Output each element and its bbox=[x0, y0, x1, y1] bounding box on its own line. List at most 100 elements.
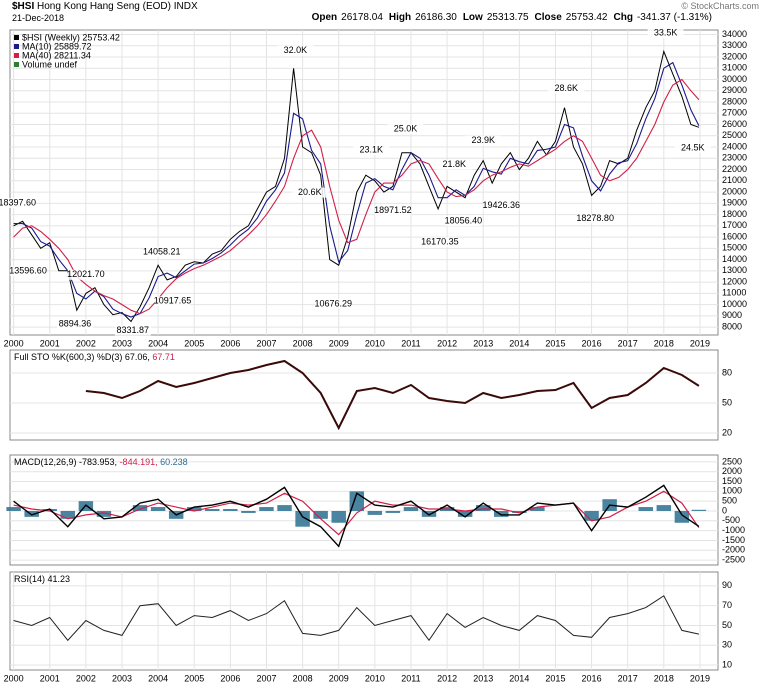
x-tick-label: 2010 bbox=[365, 338, 385, 348]
histogram-bar bbox=[60, 510, 76, 519]
y-tick-label: 26000 bbox=[722, 119, 747, 129]
histogram-bar bbox=[512, 510, 527, 513]
y-tick-label: 20 bbox=[722, 427, 732, 437]
x-tick-label: 2003 bbox=[112, 673, 132, 683]
x-tick-label: 2007 bbox=[256, 673, 276, 683]
histogram-bar bbox=[367, 510, 383, 515]
histogram-bar bbox=[187, 507, 202, 511]
quote-label: Open bbox=[311, 12, 338, 23]
x-tick-label: 2011 bbox=[401, 673, 420, 683]
histogram-bar bbox=[421, 510, 437, 517]
panel-title-part: -844.191, bbox=[117, 457, 158, 467]
annotation-bg bbox=[421, 237, 458, 248]
legend-swatch bbox=[14, 53, 19, 58]
signal-line bbox=[13, 490, 700, 536]
annotation: 10676.29 bbox=[315, 298, 353, 308]
annotation-bg bbox=[483, 200, 520, 211]
x-tick-label: 2013 bbox=[473, 338, 493, 348]
panel-frame bbox=[9, 29, 719, 336]
panel-frame bbox=[9, 571, 719, 671]
y-tick-label: 9000 bbox=[722, 310, 742, 320]
histogram-bar bbox=[241, 510, 256, 513]
y-tick-label: 24000 bbox=[722, 141, 747, 151]
quote-value: 25753.42 bbox=[565, 12, 608, 23]
annotation-bg bbox=[387, 123, 424, 134]
x-tick-label: 2004 bbox=[148, 338, 168, 348]
annotation: 32.0K bbox=[284, 45, 308, 55]
histogram-bar bbox=[205, 509, 220, 511]
x-tick-label: 2019 bbox=[690, 338, 710, 348]
histogram-bar bbox=[530, 507, 545, 511]
annotation: 8894.36 bbox=[59, 318, 92, 328]
histogram-bar bbox=[223, 509, 238, 511]
title: Hong Kong Hang Seng (EOD) INDX bbox=[37, 1, 198, 12]
y-tick-label: 21000 bbox=[722, 175, 747, 185]
histogram-bar bbox=[313, 510, 328, 519]
y-tick-label: 8000 bbox=[722, 321, 742, 331]
x-tick-label: 2016 bbox=[582, 338, 602, 348]
annotation: 21.8K bbox=[443, 159, 467, 169]
y-tick-label: 1500 bbox=[722, 476, 742, 486]
x-tick-label: 2017 bbox=[618, 338, 638, 348]
x-tick-label: 2008 bbox=[293, 338, 313, 348]
y-tick-label: 70 bbox=[722, 600, 732, 610]
histogram-bar bbox=[475, 505, 491, 511]
histogram-bar bbox=[656, 505, 672, 511]
quote-value: 26178.04 bbox=[341, 12, 383, 23]
annotation: 28.6K bbox=[555, 83, 579, 93]
panel-title: Full STO %K(600,3) %D(3) 67.06, 67.71 bbox=[14, 352, 175, 362]
x-tick-label: 2003 bbox=[112, 338, 132, 348]
x-tick-label: 2010 bbox=[365, 673, 385, 683]
price-line bbox=[13, 78, 700, 315]
x-tick-label: 2008 bbox=[293, 673, 313, 683]
y-tick-label: 25000 bbox=[722, 130, 747, 140]
annotation-bg bbox=[114, 325, 151, 336]
annotation: 20.6K bbox=[298, 187, 322, 197]
quote-label: High bbox=[388, 12, 412, 23]
histogram-bar bbox=[385, 510, 401, 513]
x-tick-label: 2014 bbox=[509, 338, 529, 348]
histogram-bar bbox=[277, 505, 292, 511]
y-tick-label: 2500 bbox=[722, 456, 742, 466]
x-tick-label: 2005 bbox=[184, 673, 204, 683]
y-tick-label: 14000 bbox=[722, 254, 747, 264]
macd-line bbox=[13, 484, 700, 548]
annotation-bg bbox=[291, 187, 328, 198]
histogram-bar bbox=[457, 510, 473, 517]
x-tick-label: 2014 bbox=[509, 673, 529, 683]
x-tick-label: 2011 bbox=[401, 338, 420, 348]
y-tick-label: 19000 bbox=[722, 198, 747, 208]
y-tick-label: 500 bbox=[722, 496, 737, 506]
histogram-bar bbox=[24, 510, 39, 517]
x-tick-label: 2009 bbox=[329, 673, 349, 683]
annotation-bg bbox=[315, 299, 352, 310]
x-tick-label: 2001 bbox=[40, 338, 60, 348]
panel-title-part: Full STO %K(600,3) %D(3) 67.06, bbox=[14, 352, 150, 362]
annotation-bg bbox=[445, 215, 482, 226]
annotation: 25.0K bbox=[394, 123, 418, 133]
legend-label: Volume undef bbox=[22, 59, 78, 69]
symbol: $HSI bbox=[12, 1, 35, 12]
annotation: 12021.70 bbox=[67, 269, 105, 279]
y-tick-label: 11000 bbox=[722, 288, 746, 298]
annotation-bg bbox=[353, 145, 390, 156]
annotation-bg bbox=[0, 198, 36, 209]
date: 21-Dec-2018 bbox=[12, 13, 65, 23]
x-tick-label: 2015 bbox=[545, 673, 565, 683]
x-tick-label: 2016 bbox=[582, 673, 602, 683]
x-tick-label: 2002 bbox=[76, 338, 96, 348]
histogram-bar bbox=[132, 505, 148, 511]
y-tick-label: 50 bbox=[722, 397, 732, 407]
quote-label: Low bbox=[462, 12, 483, 23]
y-tick-label: 1000 bbox=[722, 486, 742, 496]
annotation-bg bbox=[277, 45, 314, 56]
annotation-bg bbox=[374, 205, 411, 216]
annotation-bg bbox=[465, 135, 502, 146]
annotation: 16170.35 bbox=[421, 237, 459, 247]
histogram-bar bbox=[331, 510, 346, 523]
y-tick-label: 27000 bbox=[722, 108, 747, 118]
y-tick-label: -1500 bbox=[722, 535, 745, 545]
y-tick-label: 2000 bbox=[722, 466, 742, 476]
histogram-bar bbox=[674, 510, 690, 523]
annotation: 8331.87 bbox=[117, 325, 150, 335]
